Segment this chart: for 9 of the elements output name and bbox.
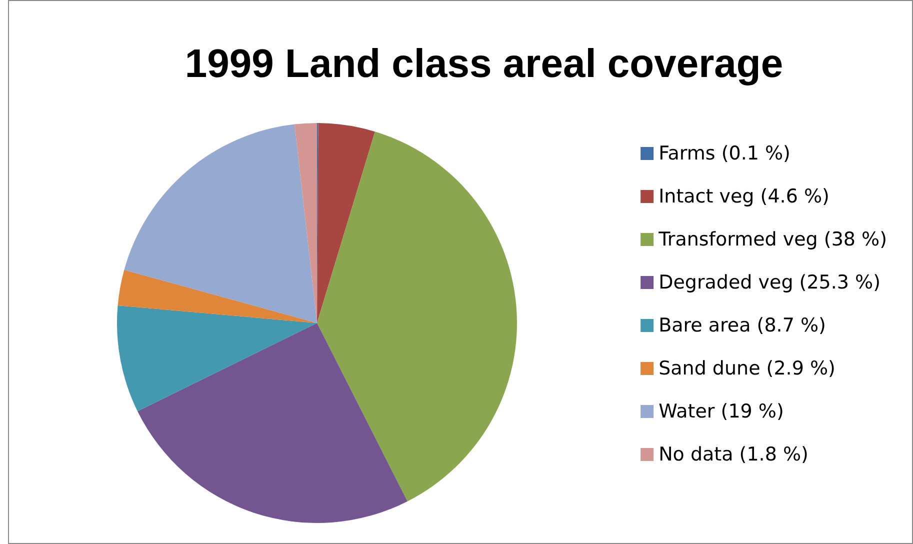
legend-label: Sand dune (2.9 %) <box>658 358 836 380</box>
chart-title: 1999 Land class areal coverage <box>184 42 784 86</box>
legend-label: Water (19 %) <box>658 400 784 422</box>
legend-label: No data (1.8 %) <box>658 444 808 466</box>
legend-label: Intact veg (4.6 %) <box>658 186 830 208</box>
legend-label: Farms (0.1 %) <box>658 142 790 164</box>
legend-label: Degraded veg (25.3 %) <box>658 272 881 294</box>
legend-label: Transformed veg (38 %) <box>658 228 888 250</box>
legend-label: Bare area (8.7 %) <box>658 314 826 336</box>
